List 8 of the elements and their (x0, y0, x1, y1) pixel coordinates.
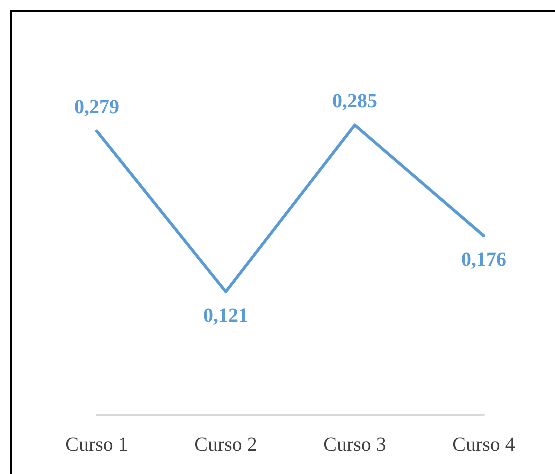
x-tick-label: Curso 1 (66, 434, 128, 456)
data-label: 0,285 (332, 90, 378, 112)
data-label: 0,279 (74, 96, 120, 118)
x-tick-label: Curso 3 (324, 434, 386, 456)
data-label: 0,176 (462, 249, 506, 272)
data-label: 0,121 (204, 304, 248, 327)
x-tick-label: Curso 4 (452, 434, 516, 456)
x-tick-label: Curso 2 (194, 434, 258, 456)
